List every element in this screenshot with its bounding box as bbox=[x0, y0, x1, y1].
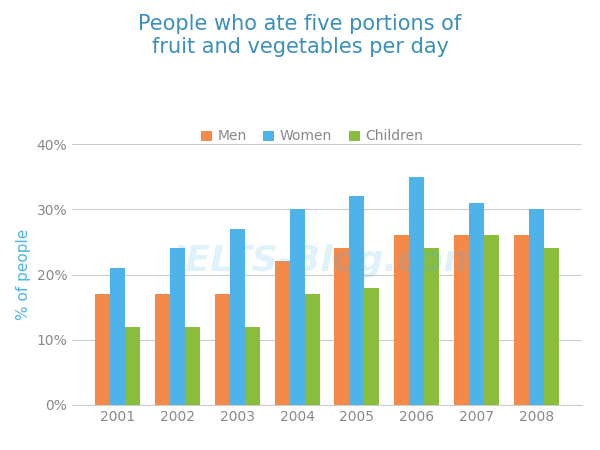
Bar bbox=[349, 196, 364, 405]
Bar bbox=[424, 248, 439, 405]
Bar bbox=[514, 235, 529, 405]
Bar bbox=[469, 202, 484, 405]
Bar bbox=[125, 327, 140, 405]
Bar bbox=[215, 294, 230, 405]
Bar bbox=[409, 176, 424, 405]
Bar bbox=[484, 235, 499, 405]
Bar bbox=[155, 294, 170, 405]
Bar bbox=[394, 235, 409, 405]
Bar bbox=[185, 327, 200, 405]
Bar bbox=[305, 294, 320, 405]
Y-axis label: % of people: % of people bbox=[16, 229, 31, 320]
Bar bbox=[544, 248, 559, 405]
Bar bbox=[275, 261, 290, 405]
Text: People who ate five portions of
fruit and vegetables per day: People who ate five portions of fruit an… bbox=[139, 14, 461, 57]
Bar bbox=[95, 294, 110, 405]
Bar bbox=[170, 248, 185, 405]
Bar bbox=[334, 248, 349, 405]
Bar bbox=[454, 235, 469, 405]
Text: IELTS-Blog.com: IELTS-Blog.com bbox=[173, 244, 482, 279]
Legend: Men, Women, Children: Men, Women, Children bbox=[195, 124, 429, 149]
Bar bbox=[290, 209, 305, 405]
Bar bbox=[364, 288, 379, 405]
Bar bbox=[245, 327, 260, 405]
Bar bbox=[230, 229, 245, 405]
Bar bbox=[529, 209, 544, 405]
Bar bbox=[110, 268, 125, 405]
